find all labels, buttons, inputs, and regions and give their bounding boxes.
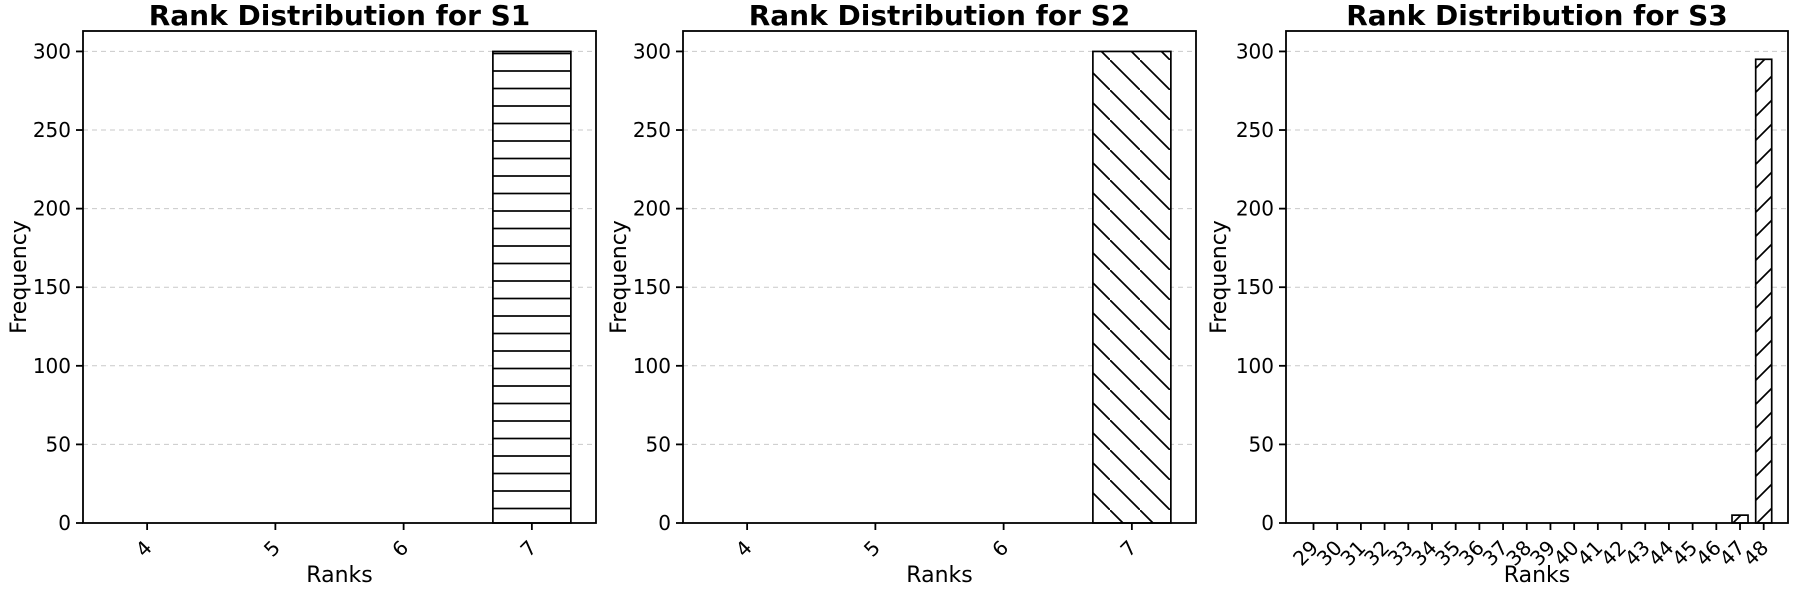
plot-area: [1286, 31, 1788, 523]
x-tick-label: 4: [131, 536, 157, 562]
y-tick-label: 250: [633, 118, 671, 142]
x-tick-label: 6: [987, 536, 1013, 562]
x-tick-label: 6: [387, 536, 413, 562]
y-tick-label: 250: [1236, 118, 1274, 142]
axes-frame: [82, 30, 597, 524]
chart-s3: 0 50 100 150 200 250 300 29 30 31 32 33 34 35 36 37 38 39…: [1200, 0, 1800, 600]
bar-hatch-rank-7: [1092, 50, 1172, 524]
y-tick-label: 0: [658, 511, 671, 535]
chart-s1: 0 50 100 150 200 250 300 4 5 6 7 Rank Distribution …: [0, 0, 600, 600]
chart-s3-canvas: 0501001502002503002930313233343536373839…: [1207, 0, 1789, 588]
y-tick-label: 50: [1249, 432, 1274, 456]
x-tick-label: 5: [259, 536, 285, 562]
axes-frame: [1285, 30, 1789, 524]
bar-hatch-rank-48: [1754, 58, 1773, 524]
y-axis-label: Frequency: [7, 220, 32, 334]
x-axis-label: Ranks: [306, 563, 372, 588]
y-tick-label: 200: [33, 197, 71, 221]
y-tick-label: 250: [33, 118, 71, 142]
y-tick-label: 200: [1236, 197, 1274, 221]
y-tick-label: 100: [633, 354, 671, 378]
axes-frame: [682, 30, 1197, 524]
y-tick-label: 50: [46, 432, 71, 456]
y-axis-label: Frequency: [607, 220, 632, 334]
x-tick-label: 4: [731, 536, 757, 562]
y-tick-label: 150: [33, 275, 71, 299]
y-tick-label: 200: [633, 197, 671, 221]
x-tick-label: 7: [1115, 536, 1141, 562]
chart-s2: 0 50 100 150 200 250 300 4 5 6 7 Rank Distribution …: [600, 0, 1200, 600]
y-tick-label: 300: [1236, 39, 1274, 63]
y-tick-label: 300: [33, 39, 71, 63]
chart-s1-canvas: 0 50 100 150 200 250 300 4 5 6 7 Rank Distribution …: [7, 0, 597, 588]
x-tick-label: 7: [515, 536, 541, 562]
x-axis-label: Ranks: [1504, 563, 1570, 588]
bar-hatch-rank-47: [1731, 514, 1749, 524]
y-tick-label: 0: [58, 511, 71, 535]
bar-hatch-rank-7: [492, 50, 572, 524]
chart-title: Rank Distribution for S3: [1346, 0, 1728, 32]
y-tick-label: 150: [633, 275, 671, 299]
y-tick-label: 100: [33, 354, 71, 378]
y-tick-label: 0: [1261, 511, 1274, 535]
y-tick-label: 100: [1236, 354, 1274, 378]
x-tick-label: 5: [859, 536, 885, 562]
x-axis-label: Ranks: [906, 563, 972, 588]
chart-s2-canvas: 0 50 100 150 200 250 300 4 5 6 7 Rank Distribution …: [607, 0, 1197, 588]
x-tick-label: 48: [1738, 536, 1773, 571]
y-axis-label: Frequency: [1207, 220, 1232, 334]
chart-title: Rank Distribution for S2: [749, 0, 1131, 32]
y-tick-label: 150: [1236, 275, 1274, 299]
y-tick-label: 50: [646, 432, 671, 456]
y-tick-label: 300: [633, 39, 671, 63]
chart-title: Rank Distribution for S1: [149, 0, 531, 32]
